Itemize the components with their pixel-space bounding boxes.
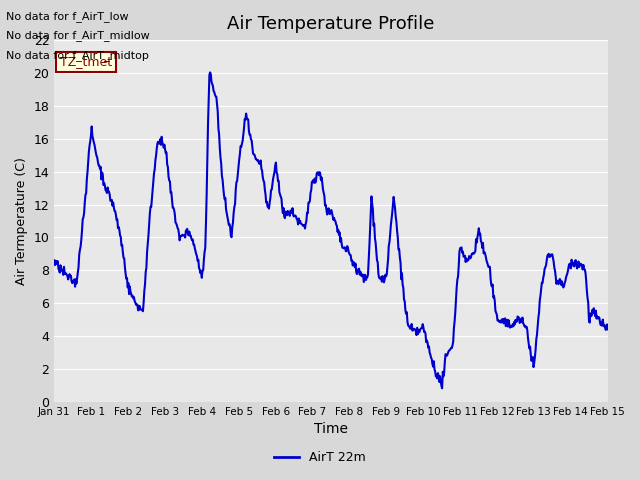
Legend: AirT 22m: AirT 22m xyxy=(269,446,371,469)
Title: Air Temperature Profile: Air Temperature Profile xyxy=(227,15,435,33)
Text: TZ_tmet: TZ_tmet xyxy=(60,55,112,69)
Y-axis label: Air Termperature (C): Air Termperature (C) xyxy=(15,157,28,285)
Text: No data for f_AirT_midtop: No data for f_AirT_midtop xyxy=(6,49,149,60)
Text: No data for f_AirT_low: No data for f_AirT_low xyxy=(6,11,129,22)
X-axis label: Time: Time xyxy=(314,422,348,436)
Text: No data for f_AirT_midlow: No data for f_AirT_midlow xyxy=(6,30,150,41)
